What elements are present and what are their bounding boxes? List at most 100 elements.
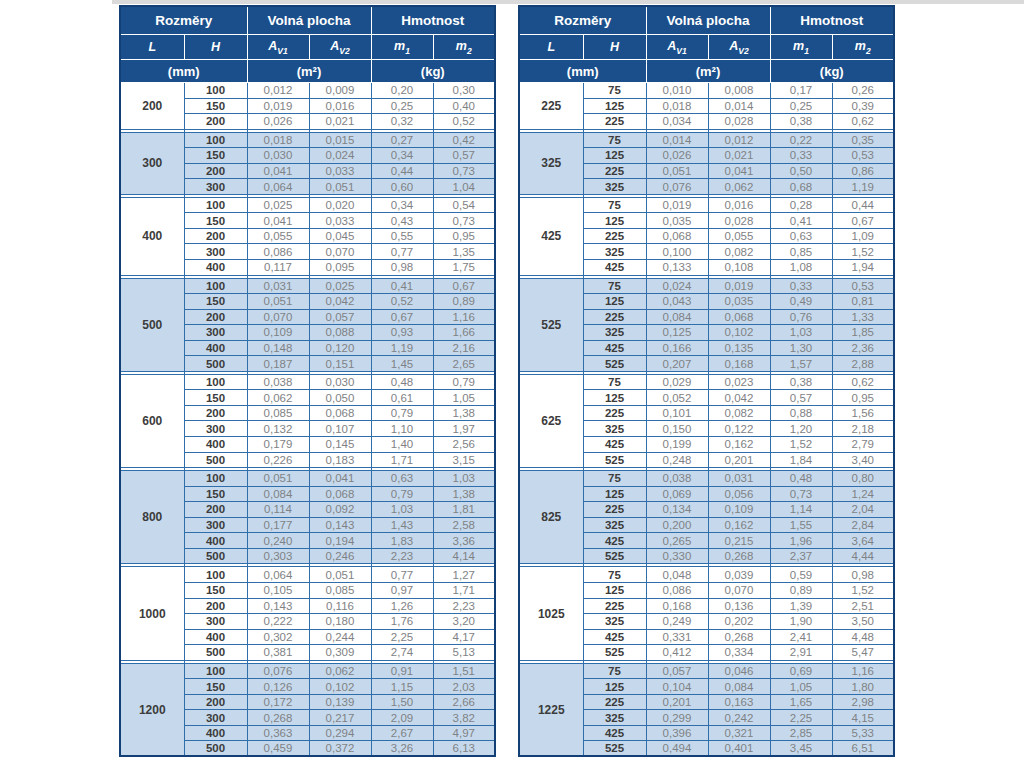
header-row-units: (mm)(m²)(kg) [120, 60, 495, 83]
av2-cell: 0,014 [708, 98, 770, 114]
m1-cell: 1,55 [770, 517, 832, 533]
av1-cell: 0,034 [646, 114, 708, 130]
m1-cell: 0,48 [371, 374, 433, 390]
m2-cell: 1,16 [832, 663, 894, 679]
av2-cell: 0,015 [309, 132, 371, 148]
col-header-subscript: 1 [405, 45, 410, 55]
av2-cell: 0,092 [309, 502, 371, 518]
m2-cell: 4,14 [433, 548, 495, 564]
av2-cell: 0,102 [708, 325, 770, 341]
av2-cell: 0,321 [708, 725, 770, 741]
m2-cell: 0,62 [832, 114, 894, 130]
dimension-table-right-wrap: RozměryVolná plochaHmotnostLHAV1AV2m1m2(… [518, 5, 895, 757]
av2-cell: 0,244 [309, 629, 371, 645]
dimension-table-right: RozměryVolná plochaHmotnostLHAV1AV2m1m2(… [518, 5, 895, 757]
m2-cell: 3,40 [832, 452, 894, 468]
col-header-l: L [519, 35, 583, 60]
m2-cell: 2,98 [832, 694, 894, 710]
h-cell: 150 [184, 582, 247, 598]
table-row: 10001000,0640,0510,771,27 [120, 567, 495, 583]
h-cell: 400 [184, 260, 247, 276]
table-body-left: 2001000,0120,0090,200,301500,0190,0160,2… [120, 83, 495, 757]
av1-cell: 0,051 [646, 163, 708, 179]
col-group-header-hmotnost: Hmotnost [770, 6, 894, 35]
h-cell: 125 [583, 486, 646, 502]
av2-cell: 0,082 [708, 244, 770, 260]
m1-cell: 1,20 [770, 421, 832, 437]
h-cell: 125 [583, 294, 646, 310]
l-cell: 1200 [120, 663, 184, 756]
m2-cell: 2,16 [433, 340, 495, 356]
av2-cell: 0,202 [708, 614, 770, 630]
m1-cell: 0,60 [371, 179, 433, 195]
m2-cell: 2,56 [433, 437, 495, 453]
m1-cell: 2,25 [371, 629, 433, 645]
m2-cell: 1,03 [433, 471, 495, 487]
l-cell: 525 [519, 278, 583, 371]
av1-cell: 0,179 [247, 437, 309, 453]
m1-cell: 0,33 [770, 148, 832, 164]
av1-cell: 0,187 [247, 356, 309, 372]
m1-cell: 1,57 [770, 356, 832, 372]
table-row: 1225750,0570,0460,691,16 [519, 663, 894, 679]
h-cell: 150 [184, 390, 247, 406]
table-header-left: RozměryVolná plochaHmotnostLHAV1AV2m1m2(… [120, 6, 495, 83]
h-cell: 125 [583, 582, 646, 598]
m2-cell: 3,20 [433, 614, 495, 630]
table-row: 8001000,0510,0410,631,03 [120, 471, 495, 487]
av1-cell: 0,302 [247, 629, 309, 645]
av2-cell: 0,120 [309, 340, 371, 356]
m1-cell: 1,05 [770, 679, 832, 695]
m2-cell: 0,62 [832, 374, 894, 390]
av2-cell: 0,122 [708, 421, 770, 437]
m1-cell: 1,96 [770, 533, 832, 549]
av1-cell: 0,086 [247, 244, 309, 260]
av1-cell: 0,330 [646, 548, 708, 564]
av2-cell: 0,135 [708, 340, 770, 356]
av2-cell: 0,020 [309, 197, 371, 213]
av1-cell: 0,024 [646, 278, 708, 294]
av2-cell: 0,168 [708, 356, 770, 372]
m1-cell: 0,89 [770, 582, 832, 598]
h-cell: 325 [583, 517, 646, 533]
av1-cell: 0,101 [646, 405, 708, 421]
av2-cell: 0,068 [309, 486, 371, 502]
l-cell: 300 [120, 132, 184, 194]
av1-cell: 0,117 [247, 260, 309, 276]
m1-cell: 0,49 [770, 294, 832, 310]
h-cell: 425 [583, 725, 646, 741]
h-cell: 225 [583, 405, 646, 421]
m1-cell: 0,77 [371, 567, 433, 583]
table-row: 1025750,0480,0390,590,98 [519, 567, 894, 583]
m2-cell: 1,85 [832, 325, 894, 341]
av2-cell: 0,085 [309, 582, 371, 598]
av2-cell: 0,201 [708, 452, 770, 468]
m2-cell: 0,30 [433, 83, 495, 99]
m2-cell: 4,15 [832, 710, 894, 726]
av1-cell: 0,062 [247, 390, 309, 406]
h-cell: 425 [583, 340, 646, 356]
h-cell: 100 [184, 278, 247, 294]
av1-cell: 0,018 [646, 98, 708, 114]
av1-cell: 0,051 [247, 471, 309, 487]
av1-cell: 0,125 [646, 325, 708, 341]
m2-cell: 2,84 [832, 517, 894, 533]
av2-cell: 0,056 [708, 486, 770, 502]
h-cell: 200 [184, 163, 247, 179]
m2-cell: 0,26 [832, 83, 894, 99]
h-cell: 75 [583, 567, 646, 583]
av1-cell: 0,025 [247, 197, 309, 213]
m2-cell: 1,97 [433, 421, 495, 437]
m1-cell: 0,77 [371, 244, 433, 260]
av1-cell: 0,019 [646, 197, 708, 213]
h-cell: 125 [583, 98, 646, 114]
av2-cell: 0,268 [708, 548, 770, 564]
l-cell: 1025 [519, 567, 583, 660]
av1-cell: 0,248 [646, 452, 708, 468]
av2-cell: 0,109 [708, 502, 770, 518]
av1-cell: 0,207 [646, 356, 708, 372]
m1-cell: 1,90 [770, 614, 832, 630]
av1-cell: 0,041 [247, 163, 309, 179]
av2-cell: 0,108 [708, 260, 770, 276]
h-cell: 525 [583, 548, 646, 564]
